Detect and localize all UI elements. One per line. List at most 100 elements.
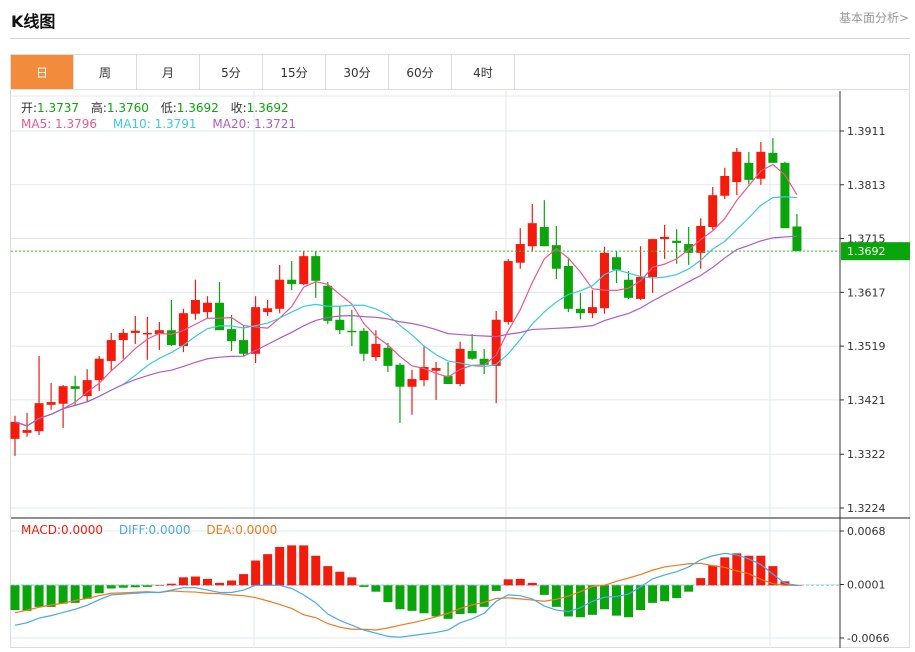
candle (202, 296, 212, 319)
macd-bar (660, 585, 670, 602)
macd-bar (431, 585, 441, 617)
tab-month[interactable]: 月 (137, 55, 200, 89)
candle-body (263, 308, 273, 313)
candle (335, 306, 345, 335)
candle-body (202, 302, 212, 313)
macd-bar (527, 582, 537, 586)
macd-tick-label: -0.0066 (847, 632, 889, 645)
macd-bar (190, 576, 200, 586)
candle (612, 251, 621, 284)
price-tick-label: 1.3322 (847, 448, 886, 461)
candle (467, 334, 477, 360)
macd-tick-label: 0.0001 (847, 579, 886, 592)
ma10-legend: MA10: 1.3791 (112, 117, 197, 131)
candle-body (551, 245, 561, 269)
ma20-legend: MA20: 1.3721 (212, 117, 297, 131)
candle-body (720, 175, 730, 196)
candle (599, 246, 609, 314)
macd-bar (503, 579, 513, 586)
candle (768, 138, 778, 163)
ohlc-legend: 开:1.3737 高:1.3760 低:1.3692 收:1.3692 (21, 99, 293, 116)
candle-body (455, 348, 465, 384)
candle-body (46, 402, 56, 405)
macd-bar (335, 571, 345, 586)
tab-day[interactable]: 日 (11, 55, 74, 89)
macd-bar (94, 585, 104, 594)
tab-4hour[interactable]: 4时 (452, 55, 515, 89)
macd-bar (275, 546, 285, 586)
macd-tick-label: 0.0068 (847, 525, 886, 538)
macd-bar (455, 585, 465, 615)
macd-bar (202, 578, 212, 586)
tab-week[interactable]: 周 (74, 55, 137, 89)
tab-15min[interactable]: 15分 (263, 55, 326, 89)
diff-value: DIFF:0.0000 (118, 523, 191, 537)
macd-bar (744, 555, 754, 586)
tab-30min[interactable]: 30分 (326, 55, 389, 89)
macd-bar (118, 585, 128, 588)
macd-bar (563, 585, 573, 617)
candle (383, 342, 393, 372)
ma10-line (14, 196, 797, 427)
candle-body (780, 162, 790, 229)
candle-body (563, 265, 573, 309)
fundamental-analysis-link[interactable]: 基本面分析> (838, 11, 909, 25)
candle-body (539, 227, 549, 247)
candle (407, 369, 417, 415)
macd-bar (227, 580, 237, 586)
candle (587, 290, 597, 319)
tab-60min[interactable]: 60分 (389, 55, 452, 89)
close-value: 1.3692 (246, 101, 289, 115)
tab-5min[interactable]: 5分 (200, 55, 263, 89)
candle (503, 258, 513, 325)
candle-body (94, 358, 104, 381)
macd-bar (166, 583, 176, 586)
price-axis: 1.39111.38131.37151.36171.35191.34211.33… (11, 91, 910, 648)
candle-body (527, 223, 537, 247)
candle (744, 151, 754, 185)
candle-body (251, 307, 261, 354)
macd-bar (154, 585, 164, 586)
macd-bar (22, 585, 32, 611)
macd-bar (130, 585, 140, 588)
current-price-label: 1.3692 (847, 245, 886, 258)
candle (648, 239, 658, 293)
macd-bar (684, 585, 694, 592)
period-tabs: 日 周 月 5分 15分 30分 60分 4时 (10, 54, 910, 90)
low-label: 低: (160, 101, 177, 115)
macd-bar (539, 585, 549, 595)
candle-body (383, 347, 393, 366)
macd-bar (551, 585, 561, 607)
candle (130, 315, 140, 344)
candle-body (58, 386, 68, 404)
candle-body (190, 300, 200, 314)
candle (118, 329, 128, 359)
candle (419, 346, 429, 387)
grid (11, 91, 840, 648)
candle (515, 228, 525, 269)
macd-bar (215, 582, 225, 586)
candle-body (142, 332, 152, 335)
price-tick-label: 1.3519 (847, 340, 886, 353)
macd-bar (383, 585, 393, 603)
candle (708, 186, 718, 230)
candle-body (22, 430, 32, 433)
candle-body (648, 239, 658, 277)
macd-bar (720, 557, 730, 586)
macd-bar (419, 585, 429, 614)
candle-body (215, 302, 225, 331)
candle (70, 375, 80, 406)
ma-legend: MA5: 1.3796 MA10: 1.3791 MA20: 1.3721 (21, 117, 300, 131)
macd-bar (323, 566, 333, 586)
dea-value: DEA:0.0000 (206, 523, 278, 537)
candle-body (275, 279, 285, 309)
candle (34, 355, 44, 436)
price-tick-label: 1.3421 (847, 394, 886, 407)
price-tick-label: 1.3617 (847, 286, 886, 299)
macd-bar (359, 585, 369, 587)
candle (455, 341, 465, 387)
macd-bar (732, 553, 742, 586)
current-price-badge (841, 242, 910, 261)
macd-bar (82, 585, 92, 599)
